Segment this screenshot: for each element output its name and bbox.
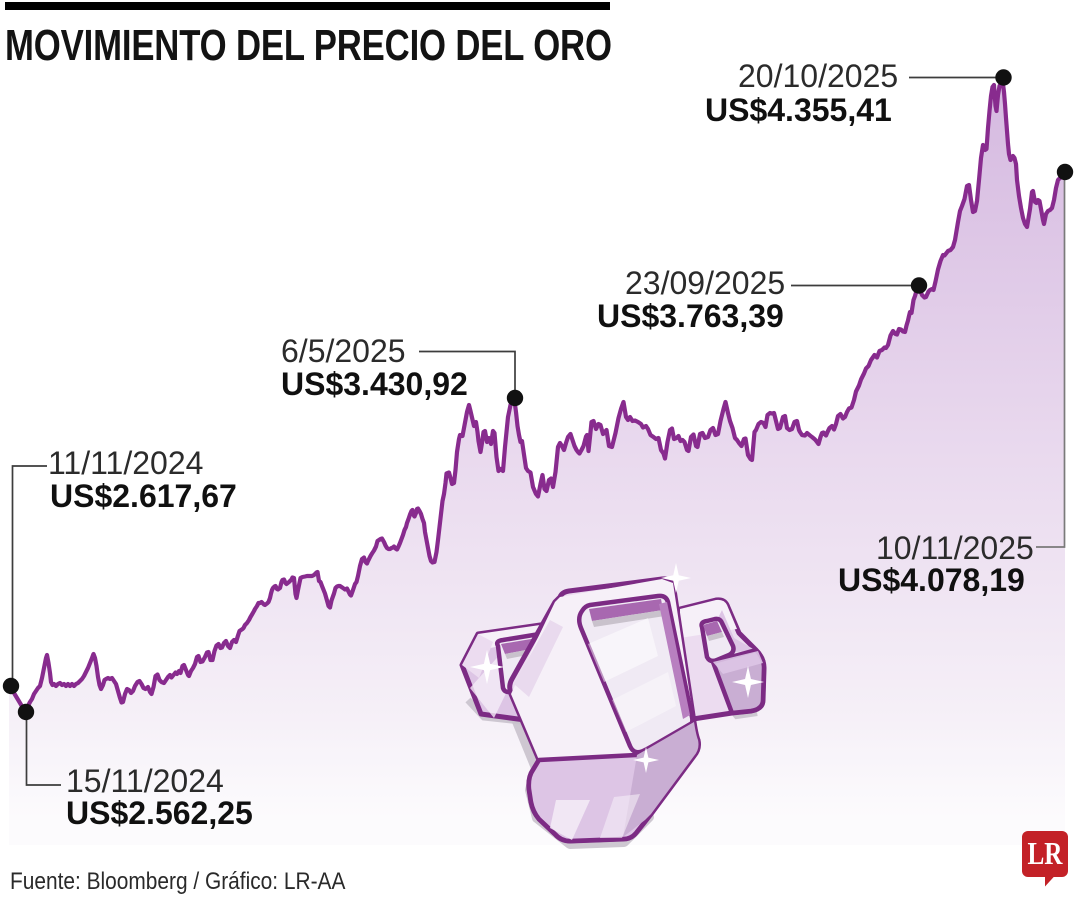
svg-text:LR: LR bbox=[1028, 835, 1064, 871]
